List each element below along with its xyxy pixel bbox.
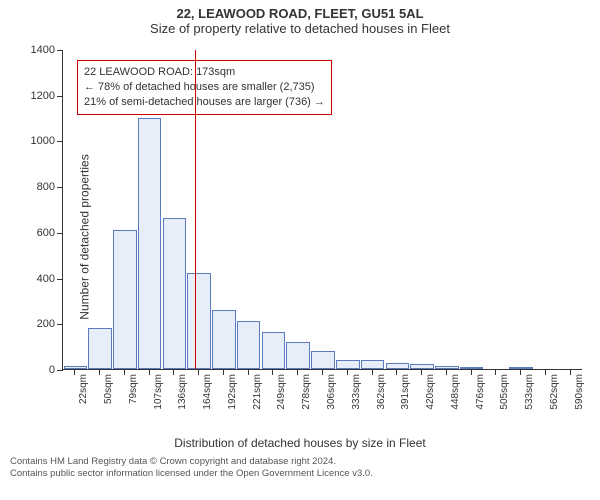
x-tick-mark xyxy=(545,370,546,375)
x-tick-mark xyxy=(471,370,472,375)
footer-line-2: Contains public sector information licen… xyxy=(10,468,590,480)
x-tick-mark xyxy=(297,370,298,375)
x-tick-mark xyxy=(272,370,273,375)
x-tick-mark xyxy=(124,370,125,375)
histogram-bar xyxy=(187,273,211,369)
x-tick-container: 22sqm 50sqm 79sqm 107sqm 136sqm 164sqm 192sqm 2… xyxy=(62,370,582,428)
annotation-line-1: 22 LEAWOOD ROAD: 173sqm xyxy=(84,65,325,80)
x-tick-mark xyxy=(446,370,447,375)
histogram-bar xyxy=(386,363,410,369)
footer-attribution: Contains HM Land Registry data © Crown c… xyxy=(0,450,600,481)
x-tick-label: 590sqm xyxy=(574,374,585,410)
x-tick-mark xyxy=(520,370,521,375)
y-tick-label: 1400 xyxy=(31,44,63,56)
x-tick-label: 278sqm xyxy=(301,374,312,410)
x-tick-mark xyxy=(74,370,75,375)
x-tick-mark xyxy=(372,370,373,375)
x-tick-mark xyxy=(248,370,249,375)
x-tick-label: 476sqm xyxy=(475,374,486,410)
histogram-bar xyxy=(460,367,484,369)
x-tick-label: 362sqm xyxy=(376,374,387,410)
y-tick-label: 400 xyxy=(37,273,63,285)
x-tick-mark xyxy=(421,370,422,375)
x-tick-mark xyxy=(173,370,174,375)
x-tick-mark xyxy=(99,370,100,375)
y-tick-label: 600 xyxy=(37,227,63,239)
x-tick-label: 505sqm xyxy=(499,374,510,410)
x-tick-label: 533sqm xyxy=(524,374,535,410)
histogram-bar xyxy=(509,367,533,369)
histogram-bar xyxy=(113,230,137,369)
x-tick-label: 79sqm xyxy=(128,374,139,404)
x-tick-label: 50sqm xyxy=(103,374,114,404)
plot-region: 22 LEAWOOD ROAD: 173sqm ← 78% of detache… xyxy=(62,50,582,370)
histogram-bar xyxy=(435,366,459,369)
x-tick-mark xyxy=(223,370,224,375)
histogram-bar xyxy=(64,366,88,369)
x-tick-label: 562sqm xyxy=(549,374,560,410)
x-tick-mark xyxy=(149,370,150,375)
y-tick-label: 1000 xyxy=(31,135,63,147)
y-tick-label: 1200 xyxy=(31,90,63,102)
x-axis-label: Distribution of detached houses by size … xyxy=(0,434,600,450)
y-tick-label: 800 xyxy=(37,181,63,193)
x-tick-mark xyxy=(396,370,397,375)
histogram-bar xyxy=(262,332,286,369)
x-tick-label: 249sqm xyxy=(276,374,287,410)
y-tick-label: 200 xyxy=(37,318,63,330)
histogram-bar xyxy=(361,360,385,369)
x-tick-label: 333sqm xyxy=(351,374,362,410)
x-tick-mark xyxy=(495,370,496,375)
annotation-line-2: ← 78% of detached houses are smaller (2,… xyxy=(84,80,325,95)
annotation-line-3: 21% of semi-detached houses are larger (… xyxy=(84,95,325,110)
x-tick-label: 391sqm xyxy=(400,374,411,410)
y-tick-label: 0 xyxy=(49,364,63,376)
x-tick-label: 136sqm xyxy=(177,374,188,410)
reference-line xyxy=(195,50,196,369)
histogram-bar xyxy=(410,364,434,369)
x-tick-mark xyxy=(322,370,323,375)
histogram-bar xyxy=(286,342,310,369)
chart-title-sub: Size of property relative to detached ho… xyxy=(0,21,600,40)
chart-area: Number of detached properties 22 LEAWOOD… xyxy=(0,40,600,434)
histogram-bar xyxy=(336,360,360,369)
histogram-bar xyxy=(163,218,187,369)
x-tick-label: 107sqm xyxy=(153,374,164,410)
annotation-box: 22 LEAWOOD ROAD: 173sqm ← 78% of detache… xyxy=(77,60,332,115)
histogram-bar xyxy=(237,321,261,369)
x-tick-label: 221sqm xyxy=(252,374,263,410)
histogram-bar xyxy=(138,118,162,369)
x-tick-mark xyxy=(570,370,571,375)
x-tick-mark xyxy=(198,370,199,375)
x-tick-label: 164sqm xyxy=(202,374,213,410)
x-tick-label: 306sqm xyxy=(326,374,337,410)
x-tick-label: 420sqm xyxy=(425,374,436,410)
x-tick-label: 192sqm xyxy=(227,374,238,410)
x-tick-mark xyxy=(347,370,348,375)
histogram-bar xyxy=(212,310,236,369)
chart-title-main: 22, LEAWOOD ROAD, FLEET, GU51 5AL xyxy=(0,0,600,21)
x-tick-label: 22sqm xyxy=(78,374,89,404)
histogram-bar xyxy=(88,328,112,369)
footer-line-1: Contains HM Land Registry data © Crown c… xyxy=(10,456,590,468)
histogram-bar xyxy=(311,351,335,369)
x-tick-label: 448sqm xyxy=(450,374,461,410)
